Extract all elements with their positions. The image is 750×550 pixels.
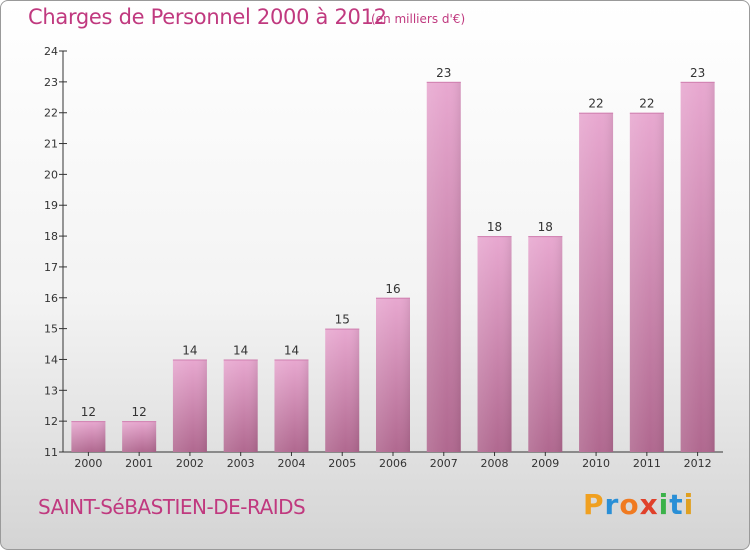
x-tick-label: 2001 xyxy=(125,457,153,470)
data-label: 18 xyxy=(487,220,502,234)
x-tick-label: 2010 xyxy=(582,457,610,470)
y-tick-label: 14 xyxy=(44,353,58,366)
x-tick-label: 2003 xyxy=(227,457,255,470)
y-tick-label: 22 xyxy=(44,107,58,120)
bar-shade xyxy=(629,112,664,452)
x-tick-label: 2009 xyxy=(531,457,559,470)
y-tick-label: 12 xyxy=(44,415,58,428)
y-tick-label: 23 xyxy=(44,76,58,89)
bar-shade xyxy=(172,359,207,452)
data-label: 12 xyxy=(132,405,147,419)
y-tick-label: 24 xyxy=(44,45,58,58)
bar-shade xyxy=(680,81,715,452)
proxiti-logo: Proxiti xyxy=(583,488,694,521)
data-label: 23 xyxy=(436,66,451,80)
data-label: 14 xyxy=(284,343,299,357)
bar-shade xyxy=(477,236,512,452)
x-tick-label: 2006 xyxy=(379,457,407,470)
x-tick-label: 2005 xyxy=(328,457,356,470)
y-tick-label: 21 xyxy=(44,138,58,151)
logo-letter: i xyxy=(658,488,670,521)
x-tick-label: 2007 xyxy=(430,457,458,470)
data-label: 15 xyxy=(335,313,350,327)
y-tick-label: 19 xyxy=(44,199,58,212)
data-label: 14 xyxy=(182,343,197,357)
x-tick-label: 2011 xyxy=(633,457,661,470)
bar-shade xyxy=(376,297,410,452)
chart-subtitle: (en milliers d'€) xyxy=(371,12,466,26)
logo-letter: r xyxy=(604,488,620,521)
x-tick-label: 2012 xyxy=(684,457,712,470)
data-label: 16 xyxy=(385,282,400,296)
logo-letter: t xyxy=(669,488,684,521)
data-label: 18 xyxy=(538,220,553,234)
x-tick-label: 2000 xyxy=(74,457,102,470)
bar-shade xyxy=(223,359,258,452)
commune-name: SAINT-SéBASTIEN-DE-RAIDS xyxy=(38,495,306,519)
y-tick-label: 11 xyxy=(44,446,58,459)
chart-bars xyxy=(71,81,715,452)
logo-letter: i xyxy=(683,488,695,521)
logo-letter: x xyxy=(639,488,659,521)
data-label: 23 xyxy=(690,66,705,80)
logo-letter: P xyxy=(583,488,605,521)
x-tick-label: 2002 xyxy=(176,457,204,470)
bar-shade xyxy=(528,236,563,452)
bar-shade xyxy=(426,81,461,452)
chart-labels: 12 2000 12 2001 14 2002 14 2003 14 2004 15 2005 16 20… xyxy=(74,66,711,470)
y-tick-label: 20 xyxy=(44,168,58,181)
bar-shade xyxy=(122,421,157,452)
x-tick-label: 2008 xyxy=(481,457,509,470)
y-tick-label: 18 xyxy=(44,230,58,243)
bar-shade xyxy=(71,421,106,452)
logo-letter: o xyxy=(619,488,640,521)
chart-axes: 11 12 13 14 15 16 17 18 19 20 21 22 23 24 xyxy=(44,45,723,459)
bar-shade xyxy=(325,328,360,452)
y-tick-label: 15 xyxy=(44,323,58,336)
y-tick-label: 13 xyxy=(44,384,58,397)
x-tick-label: 2004 xyxy=(277,457,305,470)
data-label: 22 xyxy=(639,97,654,111)
y-tick-label: 16 xyxy=(44,292,58,305)
data-label: 14 xyxy=(233,343,248,357)
bar-shade xyxy=(274,359,309,452)
data-label: 22 xyxy=(588,97,603,111)
bar-shade xyxy=(579,112,614,452)
y-tick-label: 17 xyxy=(44,261,58,274)
chart-title: Charges de Personnel 2000 à 2012 xyxy=(28,5,387,29)
data-label: 12 xyxy=(81,405,96,419)
